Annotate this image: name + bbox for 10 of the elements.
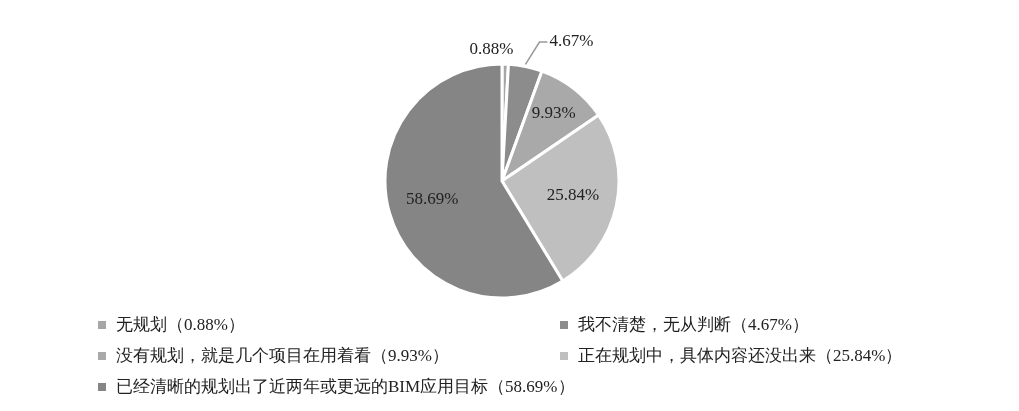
data-label: 9.93%	[531, 103, 576, 123]
legend-label: 我不清楚，无从判断（4.67%）	[578, 314, 809, 334]
legend-label: 无规划（0.88%）	[116, 314, 245, 334]
data-label: 4.67%	[549, 30, 594, 50]
data-label: 0.88%	[469, 39, 514, 59]
legend-label: 正在规划中，具体内容还没出来（25.84%）	[578, 345, 903, 365]
data-label: 58.69%	[405, 189, 459, 209]
data-label: 25.84%	[546, 185, 600, 205]
legend-label: 没有规划，就是几个项目在用着看（9.93%）	[116, 345, 449, 365]
legend-label: 已经清晰的规划出了近两年或更远的BIM应用目标（58.69%）	[116, 376, 575, 396]
